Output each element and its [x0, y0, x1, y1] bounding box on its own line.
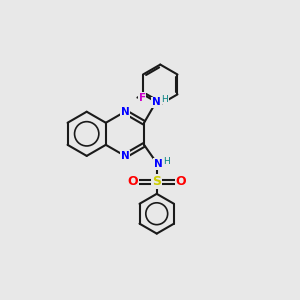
Text: N: N — [154, 159, 163, 169]
Text: S: S — [152, 175, 161, 188]
Text: O: O — [128, 175, 138, 188]
Text: H: H — [163, 157, 170, 166]
Text: N: N — [121, 151, 129, 161]
Text: H: H — [161, 95, 168, 104]
Text: O: O — [176, 175, 186, 188]
Text: N: N — [121, 107, 129, 117]
Text: F: F — [139, 93, 146, 103]
Text: N: N — [152, 98, 161, 107]
